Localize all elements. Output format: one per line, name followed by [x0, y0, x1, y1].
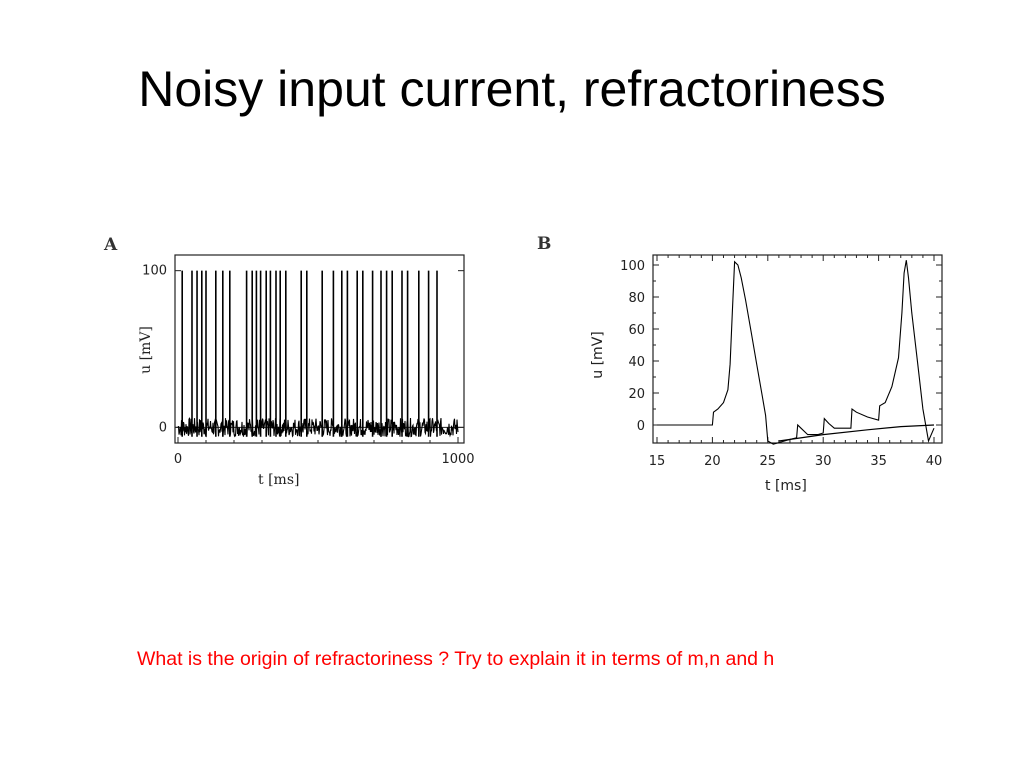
- panel-a-xlabel: t [ms]: [258, 472, 299, 488]
- panel-b-xtick-label: 15: [649, 454, 666, 469]
- panel-a-letter: A: [103, 235, 118, 255]
- panel-b-xtick-label: 25: [760, 454, 777, 469]
- panel-b-ytick-label: 60: [628, 323, 645, 338]
- panel-a-xtick-label: 0: [174, 452, 182, 467]
- panel-b-voltage-trace: [657, 260, 935, 445]
- question-text: What is the origin of refractoriness ? T…: [137, 648, 775, 670]
- panel-b-recovery-line: [778, 424, 935, 442]
- panel-a-ticks: [175, 270, 464, 443]
- panel-b-xtick-label: 35: [870, 454, 887, 469]
- slide-title: Noisy input current, refractoriness: [138, 61, 886, 117]
- panel-b-xtick-label: 30: [815, 454, 832, 469]
- panel-b-ytick-label: 80: [628, 291, 645, 306]
- panel-b-letter: B: [537, 234, 551, 254]
- panel-b-ylabel: u [mV]: [590, 331, 606, 378]
- panel-a-ylabel: u [mV]: [138, 326, 154, 374]
- panel-b-xtick-label: 20: [704, 454, 721, 469]
- panel-a-ytick-label: 100: [142, 264, 167, 279]
- panel-b: B 0 20 40 60 80 100 15 20 25 30 35 40 t [ms] u [mV]: [537, 234, 943, 494]
- panel-b-ytick-label: 100: [620, 259, 645, 274]
- panel-b-ytick-label: 20: [628, 387, 645, 402]
- panel-a-voltage-trace: [177, 417, 459, 438]
- panel-a-ytick-label: 0: [159, 420, 167, 435]
- panel-a-frame: [174, 254, 465, 444]
- panel-b-xlabel: t [ms]: [765, 478, 807, 494]
- panel-a-spikes: [181, 270, 438, 437]
- panel-b-tick-labels: 0 20 40 60 80 100 15 20 25 30 35 40: [620, 259, 942, 469]
- panel-a-xtick-label: 1000: [441, 452, 474, 467]
- panel-b-frame: [652, 254, 943, 444]
- panel-b-ytick-label: 40: [628, 355, 645, 370]
- panel-b-ytick-label: 0: [637, 419, 645, 434]
- panel-b-xtick-label: 40: [926, 454, 943, 469]
